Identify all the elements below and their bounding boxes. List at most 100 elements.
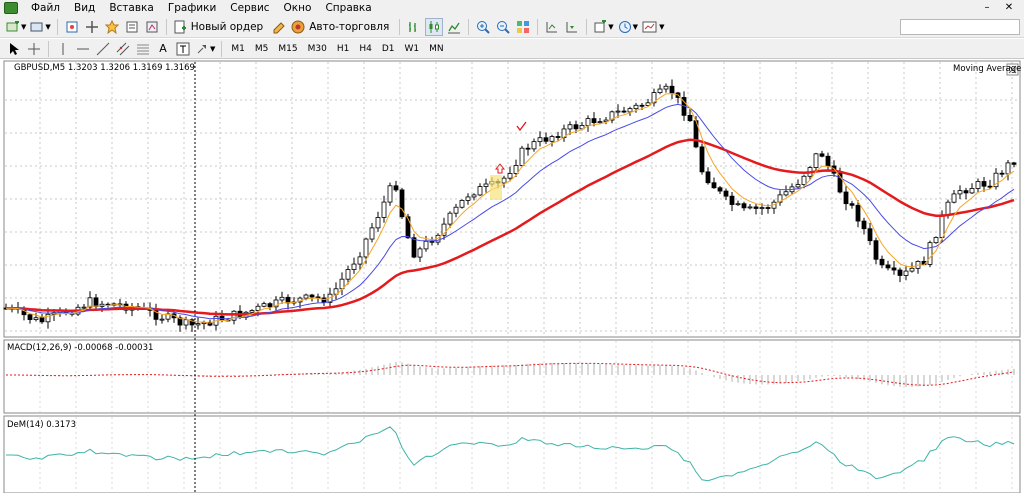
timeframe-h4[interactable]: H4 (359, 43, 372, 54)
chart-close-icon (1006, 63, 1019, 76)
terminal-button[interactable] (123, 18, 141, 36)
templates-button[interactable]: ▼ (641, 18, 665, 36)
macd-pane-border (3, 339, 1021, 414)
market-watch-button[interactable] (63, 18, 81, 36)
zoom-in-button[interactable] (474, 18, 492, 36)
candle-body (189, 319, 195, 326)
candle-body (459, 200, 465, 208)
candle-body (33, 317, 39, 320)
candle-body (741, 203, 747, 209)
candle-body (195, 323, 201, 326)
menu-file[interactable]: Файл (31, 2, 61, 14)
editor-icon (273, 21, 285, 33)
new-chart-button[interactable]: ▼ (5, 18, 27, 36)
mdi-close-icon[interactable]: ✕ (1004, 2, 1014, 13)
timeframe-m5[interactable]: M5 (254, 43, 269, 54)
equidistant-channel-button[interactable] (114, 40, 132, 58)
candle-body (987, 185, 993, 188)
candle-body (819, 153, 825, 157)
new-order-button[interactable]: Новый ордер (172, 18, 268, 36)
candle-body (39, 317, 45, 323)
candle-body (81, 306, 87, 309)
macd-label: MACD(12,26,9) -0.00068 -0.00031 (7, 343, 154, 353)
crosshair-tool-button[interactable] (25, 40, 43, 58)
chart-shift-button[interactable] (543, 18, 561, 36)
meta-editor-button[interactable] (270, 18, 288, 36)
cursor-tool-button[interactable] (5, 40, 23, 58)
chart-window[interactable]: GBPUSD,M5 1.3203 1.3206 1.3169 1.3169 Mo… (0, 60, 1024, 493)
vertical-line-button[interactable] (54, 40, 72, 58)
candle-body (837, 172, 843, 193)
candle-body (159, 318, 165, 321)
candle-body (945, 201, 951, 216)
candle-body (309, 294, 315, 298)
main-pane-border (3, 60, 1021, 338)
text-tool-button[interactable]: A (154, 40, 172, 58)
text-label-button[interactable] (174, 40, 192, 58)
candle-body (27, 314, 33, 320)
candlestick-icon (429, 20, 440, 33)
candle-body (567, 124, 573, 130)
app-icon[interactable] (4, 2, 18, 14)
trendline-button[interactable] (94, 40, 112, 58)
timeframe-h1[interactable]: H1 (336, 43, 350, 54)
candle-body (891, 267, 897, 271)
new-chart-icon (6, 20, 19, 31)
timeframe-mn[interactable]: MN (429, 43, 444, 54)
profiles-button[interactable]: ▼ (29, 18, 51, 36)
dem-pane-border (3, 415, 1021, 493)
menu-window[interactable]: Окно (283, 2, 312, 14)
candlestick-chart-button[interactable] (425, 17, 444, 36)
candle-body (999, 172, 1005, 175)
tile-windows-button[interactable] (514, 18, 532, 36)
candle-body (273, 299, 279, 308)
menu-help[interactable]: Справка (325, 2, 372, 14)
candlesticks (3, 79, 1017, 332)
candle-body (531, 141, 537, 150)
new-order-label: Новый ордер (190, 20, 264, 33)
fibonacci-button[interactable] (134, 40, 152, 58)
candle-body (867, 228, 873, 242)
candle-body (339, 278, 345, 290)
data-window-button[interactable] (83, 18, 101, 36)
autoscroll-button[interactable] (563, 18, 581, 36)
candle-body (669, 85, 675, 94)
channel-icon (116, 42, 130, 55)
timeframe-w1[interactable]: W1 (404, 43, 420, 54)
periods-button[interactable]: ▼ (617, 18, 639, 36)
candle-body (957, 190, 963, 195)
timeframe-m15[interactable]: M15 (278, 43, 298, 54)
menu-view[interactable]: Вид (74, 2, 96, 14)
auto-trading-button[interactable]: Авто-торговля (290, 18, 394, 36)
timeframe-d1[interactable]: D1 (381, 43, 395, 54)
candle-body (651, 92, 657, 104)
clock-icon (618, 20, 631, 33)
timeframe-m30[interactable]: M30 (307, 43, 327, 54)
candle-body (501, 177, 507, 184)
search-input[interactable] (900, 19, 1020, 35)
tester-icon (146, 21, 158, 32)
timeframe-m1[interactable]: M1 (231, 43, 245, 54)
candle-body (369, 227, 375, 240)
indicators-button[interactable]: ▼ (592, 18, 614, 36)
menu-tools[interactable]: Сервис (230, 2, 270, 14)
auto-trading-label: Авто-торговля (309, 20, 390, 33)
horizontal-line-button[interactable] (74, 40, 92, 58)
navigator-button[interactable] (103, 18, 121, 36)
candle-body (303, 294, 309, 299)
signal-highlight (490, 175, 502, 200)
candle-body (555, 136, 561, 138)
candle-body (885, 264, 891, 269)
chart-canvas[interactable] (0, 60, 1024, 493)
arrows-button[interactable]: ▼ (194, 40, 216, 58)
bar-chart-button[interactable] (405, 18, 423, 36)
menu-charts[interactable]: Графики (167, 2, 217, 14)
cursor-arrow-icon (10, 42, 19, 55)
menu-insert[interactable]: Вставка (109, 2, 154, 14)
zoom-out-button[interactable] (494, 18, 512, 36)
market-watch-icon (66, 21, 78, 32)
mdi-minimize-icon[interactable]: – (984, 2, 990, 13)
line-chart-button[interactable] (445, 18, 463, 36)
candle-body (477, 186, 483, 196)
strategy-tester-button[interactable] (143, 18, 161, 36)
